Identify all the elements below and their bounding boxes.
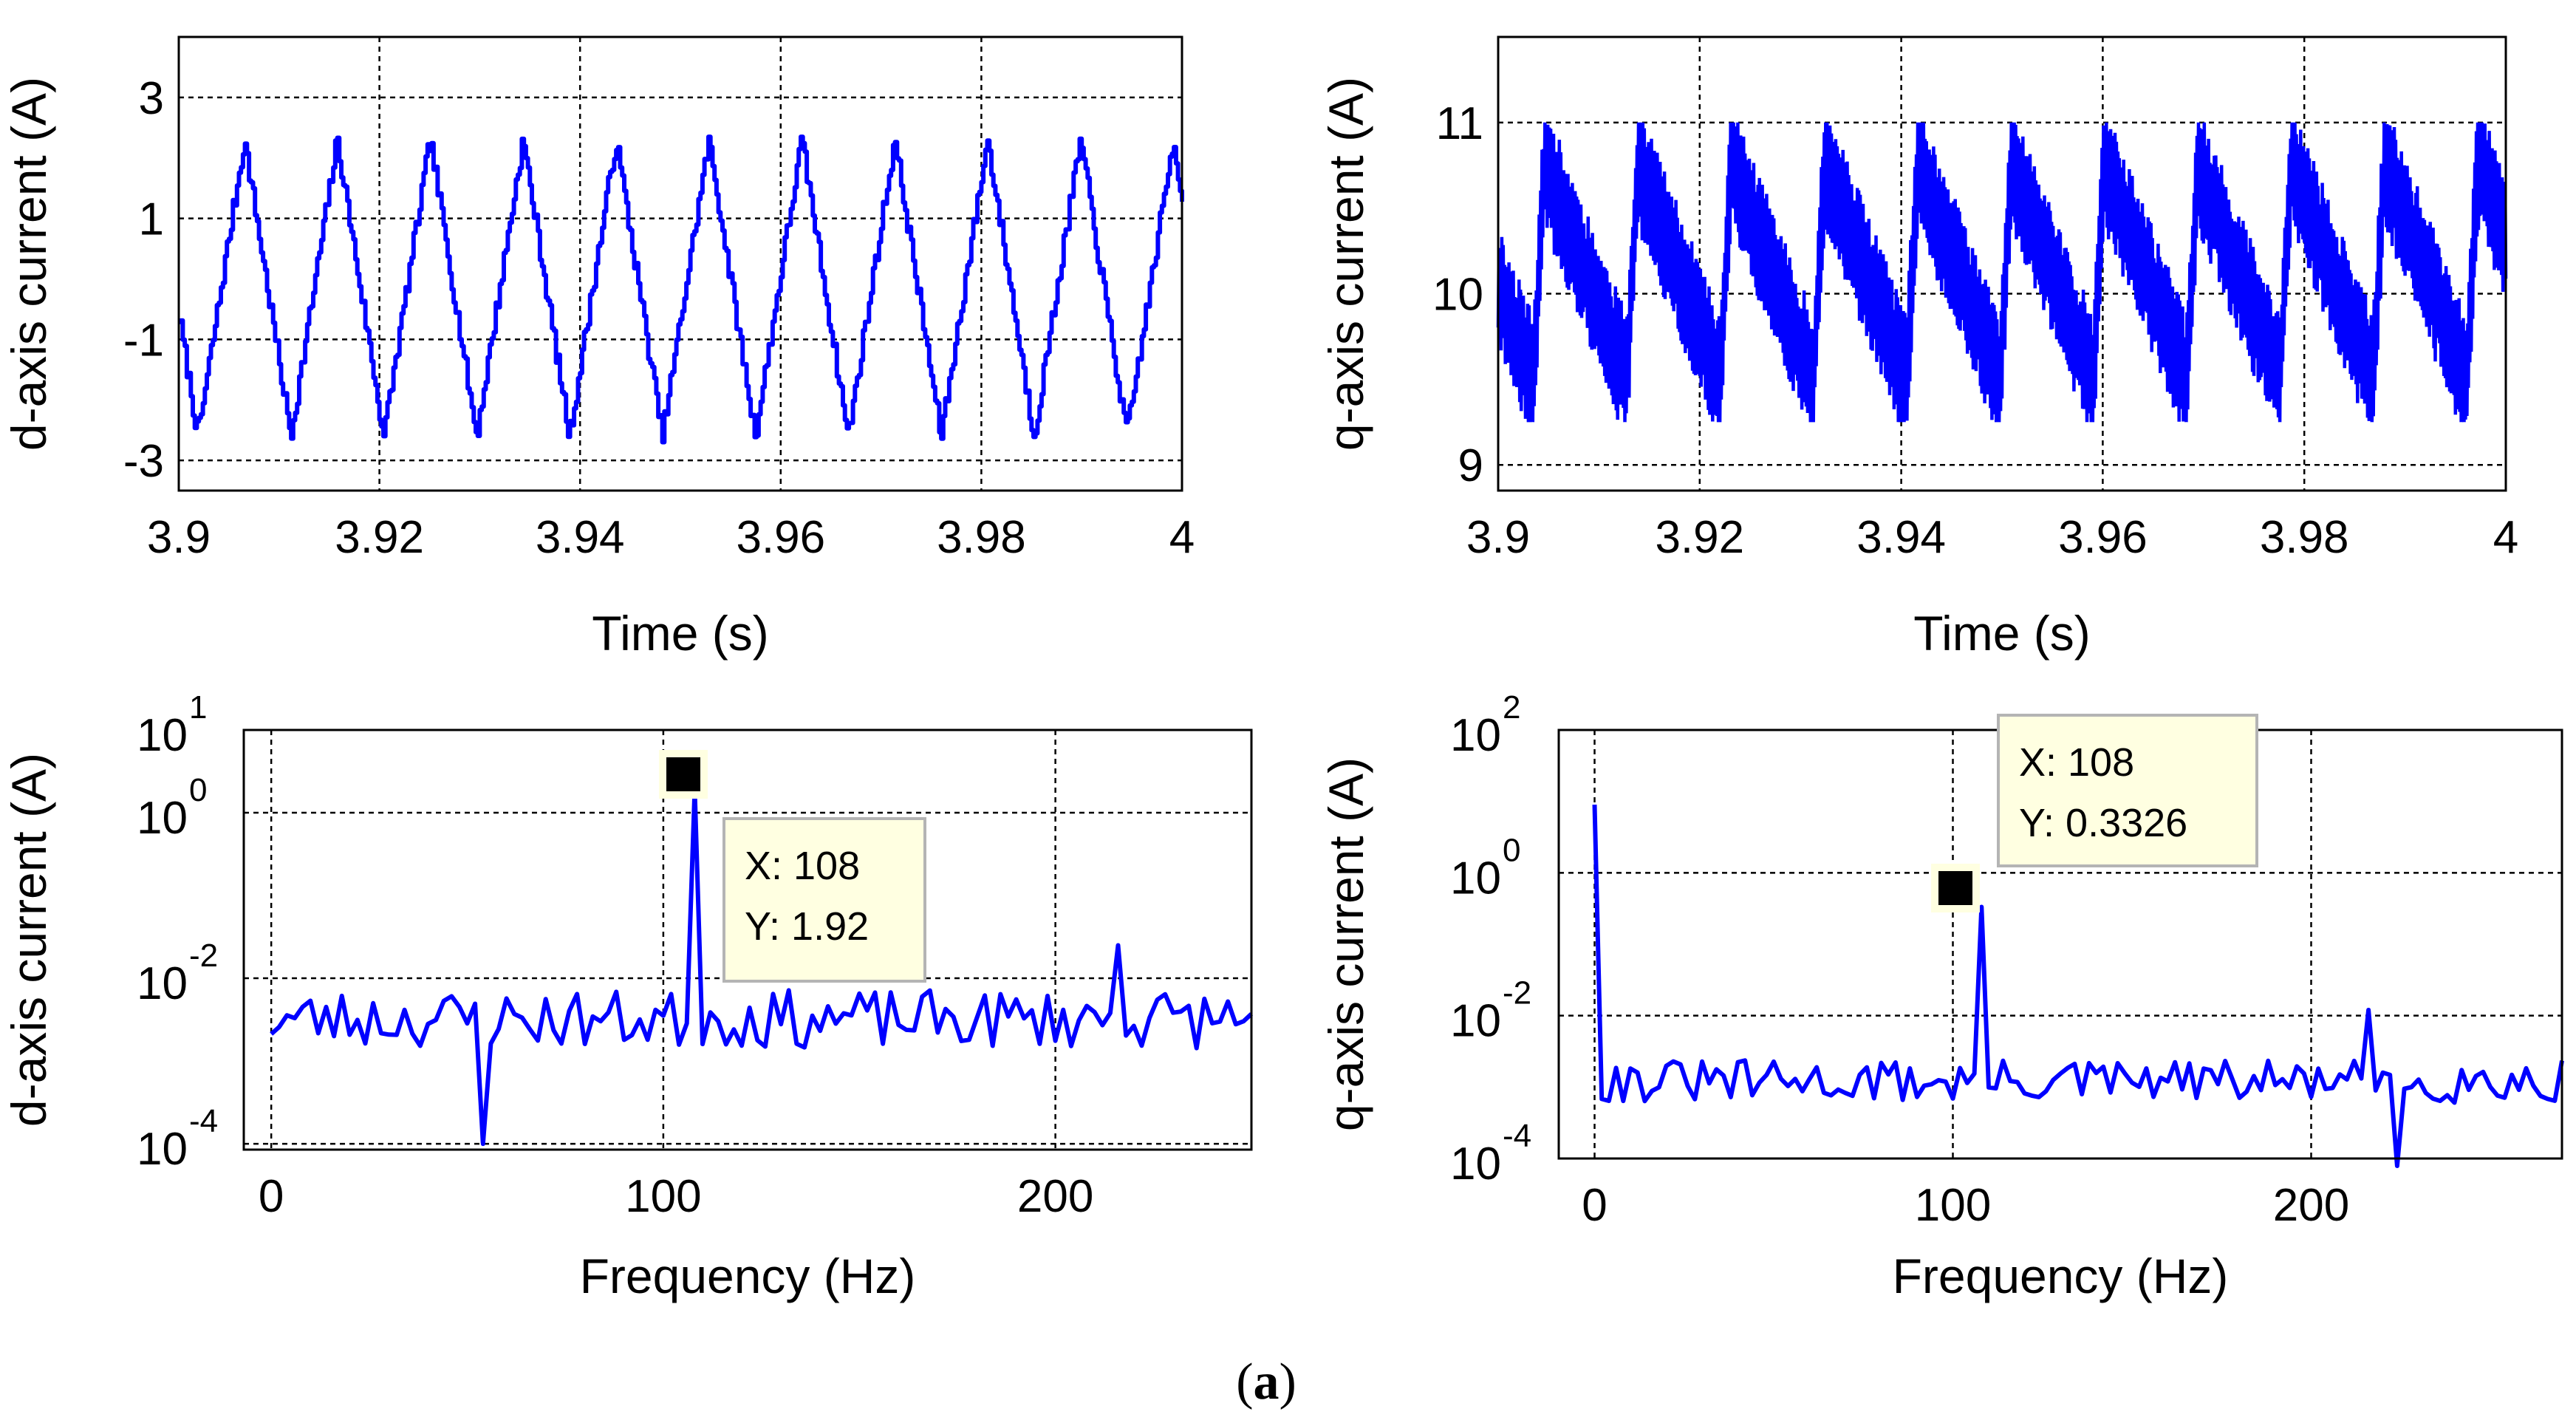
x-tick-label: 0 bbox=[1582, 1180, 1607, 1231]
y-tick-exponent: 0 bbox=[1503, 832, 1520, 868]
x-tick-label: 3.92 bbox=[335, 512, 424, 563]
y-tick-label: 10 bbox=[137, 793, 188, 844]
y-tick-label: 3 bbox=[139, 73, 164, 124]
d-axis-spectrum-trace bbox=[270, 787, 1254, 1147]
x-tick-label: 100 bbox=[1915, 1180, 1991, 1231]
datatip-y: Y: 1.92 bbox=[745, 904, 869, 949]
plot-area bbox=[179, 37, 1182, 491]
x-tick-label: 3.96 bbox=[2058, 512, 2148, 563]
x-axis-label: Time (s) bbox=[1913, 606, 2091, 661]
x-tick-label: 3.92 bbox=[1655, 512, 1744, 563]
q-axis-current-trace bbox=[1496, 122, 2508, 423]
y-tick-label: 10 bbox=[137, 710, 188, 761]
datatip-box bbox=[722, 817, 926, 983]
y-tick-exponent: 0 bbox=[189, 772, 207, 808]
x-axis-label: Time (s) bbox=[592, 606, 769, 661]
d-axis-time-plot: 3.9 3.92 3.94 3.96 3.98 4 -3 -1 1 3 Time (s) d-axis… bbox=[1, 35, 1195, 661]
y-axis-label: d-axis current (A) bbox=[1, 753, 56, 1127]
x-axis-label: Frequency (Hz) bbox=[580, 1249, 916, 1303]
x-tick-label: 3.94 bbox=[1856, 512, 1946, 563]
y-tick-label: 11 bbox=[1436, 98, 1483, 149]
q-axis-time-plot: 3.9 3.92 3.94 3.96 3.98 4 9 10 11 Time (s) q-axis … bbox=[1319, 35, 2518, 661]
datatip-box bbox=[1997, 714, 2258, 867]
d-axis-current-trace bbox=[178, 134, 1184, 445]
x-tick-label: 200 bbox=[2273, 1180, 2349, 1231]
y-tick-label: 10 bbox=[1450, 1139, 1501, 1190]
datatip-marker bbox=[1938, 871, 1972, 905]
datatip-marker bbox=[666, 757, 700, 791]
y-tick-label: 10 bbox=[1450, 996, 1501, 1047]
y-tick-label: 1 bbox=[139, 194, 164, 245]
x-tick-label: 3.94 bbox=[536, 512, 625, 563]
x-tick-label: 4 bbox=[2493, 512, 2518, 563]
y-axis-label: q-axis current (A) bbox=[1319, 77, 1373, 451]
datatip-y: Y: 0.3326 bbox=[2019, 801, 2187, 845]
x-tick-label: 3.98 bbox=[2260, 512, 2349, 563]
plot-area bbox=[1498, 37, 2506, 491]
y-tick-label: 10 bbox=[137, 958, 188, 1009]
x-tick-label: 3.9 bbox=[147, 512, 211, 563]
y-tick-exponent: -4 bbox=[189, 1103, 218, 1139]
y-axis-label: d-axis current (A) bbox=[1, 77, 56, 451]
x-tick-label: 4 bbox=[1169, 512, 1195, 563]
x-axis-label: Frequency (Hz) bbox=[1893, 1249, 2229, 1303]
x-tick-label: 0 bbox=[259, 1171, 284, 1222]
y-tick-label: 10 bbox=[1450, 853, 1501, 904]
y-tick-label: 10 bbox=[1432, 270, 1483, 321]
y-tick-exponent: -4 bbox=[1503, 1118, 1531, 1154]
figure-caption: (a) bbox=[1236, 1354, 1296, 1410]
y-axis-label: q-axis current (A) bbox=[1319, 757, 1373, 1131]
y-tick-label: 10 bbox=[1450, 710, 1501, 761]
x-tick-label: 3.98 bbox=[937, 512, 1026, 563]
q-axis-spectrum-trace bbox=[1592, 805, 2564, 1168]
datatip-x: X: 108 bbox=[2019, 740, 2134, 785]
plot-border bbox=[1497, 35, 2507, 492]
datatip-x: X: 108 bbox=[745, 844, 860, 888]
x-tick-label: 100 bbox=[625, 1171, 701, 1222]
x-tick-label: 200 bbox=[1017, 1171, 1093, 1222]
y-tick-label: 10 bbox=[137, 1124, 188, 1175]
y-tick-label: -3 bbox=[123, 436, 164, 487]
y-tick-label: 9 bbox=[1458, 440, 1483, 491]
y-tick-exponent: 1 bbox=[189, 689, 207, 726]
y-tick-exponent: 2 bbox=[1503, 689, 1520, 726]
x-tick-label: 3.9 bbox=[1466, 512, 1530, 563]
plot-border bbox=[242, 728, 1253, 1151]
plot-border bbox=[177, 35, 1183, 492]
y-tick-exponent: -2 bbox=[1503, 975, 1531, 1011]
y-tick-exponent: -2 bbox=[189, 938, 218, 974]
y-tick-label: -1 bbox=[123, 315, 164, 366]
x-tick-label: 3.96 bbox=[736, 512, 825, 563]
